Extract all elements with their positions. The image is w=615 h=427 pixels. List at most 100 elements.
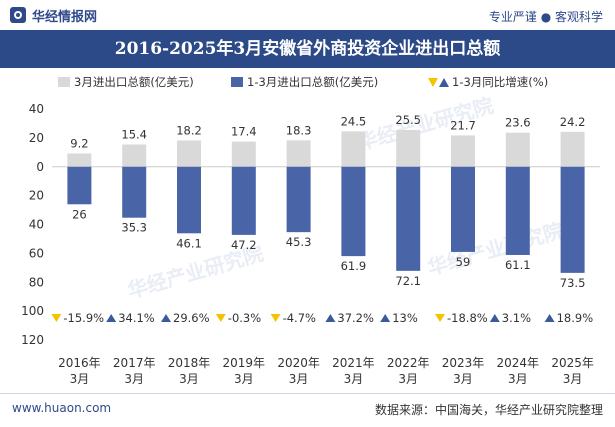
data-label-cumulative: 47.2 (231, 238, 257, 252)
slogan: 专业严谨 ● 客观科学 (488, 10, 603, 24)
data-label-march: 15.4 (121, 128, 147, 142)
title-band (0, 30, 615, 68)
growth-label: 18.9% (557, 311, 594, 325)
data-label-cumulative: 45.3 (286, 235, 312, 249)
bar-march (177, 140, 201, 167)
bar-march (505, 132, 530, 167)
bar-cumulative (341, 166, 366, 257)
x-tick-label-line: 2023年 (442, 356, 485, 370)
logo: 华经情报网 (10, 6, 98, 25)
data-label-cumulative: 61.1 (505, 258, 531, 272)
logo-icon (10, 7, 26, 23)
growth-label: 13% (392, 311, 418, 325)
data-label-march: 24.2 (560, 115, 586, 129)
y-tick-label: 40 (29, 102, 44, 116)
bar-cumulative (560, 166, 585, 273)
y-tick-label: 0 (36, 160, 44, 174)
x-tick-label-line: 3月 (179, 372, 199, 386)
legend-label-cumulative: 1-3月进出口总额(亿美元) (247, 75, 379, 89)
legend-item-cumulative: 1-3月进出口总额(亿美元) (231, 74, 378, 90)
data-label-march: 25.5 (395, 113, 421, 127)
y-tick-label: 20 (29, 189, 44, 203)
growth-label: -4.7% (283, 311, 316, 325)
bar-cumulative (505, 166, 530, 255)
data-label-cumulative: 35.3 (121, 221, 147, 235)
bar-march (396, 129, 421, 167)
x-tick-label-line: 2025年 (551, 356, 594, 370)
x-tick-label-line: 2024年 (497, 356, 540, 370)
watermark-text: 华经产业研究院 (425, 218, 566, 280)
x-tick-label-line: 3月 (70, 372, 90, 386)
y-tick-label: 40 (29, 218, 44, 232)
data-label-cumulative: 73.5 (560, 276, 586, 290)
bar-cumulative (67, 166, 92, 205)
data-label-cumulative: 26 (72, 207, 87, 221)
logo-text: 华经情报网 (32, 9, 98, 25)
x-tick-label: 2018年 3月 (168, 356, 211, 386)
bar-march (451, 135, 475, 167)
x-tick-label-line: 3月 (234, 372, 254, 386)
bar-cumulative (451, 166, 475, 252)
growth-label: -15.9% (63, 311, 104, 325)
data-label-march: 9.2 (70, 136, 88, 150)
legend: 3月进出口总额(亿美元) 1-3月进出口总额(亿美元) 1-3月同比增速(%) (0, 74, 615, 94)
y-tick-label: 80 (29, 275, 44, 289)
x-tick-label: 2020年 3月 (277, 356, 320, 386)
data-label-march: 17.4 (231, 125, 257, 139)
x-tick-label-line: 2021年 (332, 356, 375, 370)
growth-label: 37.2% (337, 311, 374, 325)
chart-title: 2016-2025年3月安徽省外商投资企业进出口总额 (114, 39, 501, 59)
x-tick-label: 2023年 3月 (442, 356, 485, 386)
x-tick-label-line: 3月 (508, 372, 528, 386)
growth-up-icon (325, 314, 336, 322)
bar-cumulative (177, 166, 201, 234)
growth-up-icon (106, 314, 117, 322)
data-label-march: 24.5 (341, 114, 367, 128)
growth-label: -0.3% (228, 311, 261, 325)
bar-march (286, 140, 311, 167)
data-label-march: 18.2 (176, 123, 202, 137)
growth-label: 29.6% (173, 311, 210, 325)
data-label-march: 23.6 (505, 116, 531, 130)
data-label-cumulative: 61.9 (341, 259, 367, 273)
x-tick-label-line: 3月 (453, 372, 473, 386)
bar-cumulative (396, 166, 421, 271)
bar-cumulative (286, 166, 311, 233)
x-tick-label-line: 3月 (563, 372, 583, 386)
chart-plot: 华经产业研究院华经产业研究院华经产业研究院4020020406080100120… (21, 96, 600, 386)
x-tick-label: 2019年 3月 (223, 356, 266, 386)
growth-down-icon (435, 314, 445, 322)
legend-label-march: 3月进出口总额(亿美元) (74, 75, 194, 89)
bar-march (122, 144, 147, 167)
data-label-cumulative: 46.1 (176, 236, 202, 250)
data-label-march: 21.7 (450, 118, 476, 132)
growth-down-icon (51, 314, 62, 322)
x-tick-label-line: 3月 (398, 372, 418, 386)
x-tick-label: 2021年 3月 (332, 356, 375, 386)
growth-label: -18.8% (447, 311, 488, 325)
growth-up-icon (489, 314, 500, 322)
legend-swatch-cumulative (231, 77, 243, 87)
x-tick-label-line: 2022年 (387, 356, 430, 370)
data-label-march: 18.3 (286, 123, 312, 137)
x-tick-label-line: 3月 (289, 372, 309, 386)
bar-march (231, 141, 256, 167)
x-tick-label: 2022年 3月 (387, 356, 430, 386)
data-label-cumulative: 59 (456, 255, 471, 269)
x-tick-label-line: 2018年 (168, 356, 211, 370)
x-tick-label: 2024年 3月 (497, 356, 540, 386)
legend-label-growth: 1-3月同比增速(%) (452, 75, 549, 89)
growth-up-icon (380, 314, 391, 322)
x-tick-label-line: 2019年 (223, 356, 266, 370)
top-bar: 华经情报网 专业严谨 ● 客观科学 (0, 0, 615, 30)
y-tick-label: 60 (29, 246, 44, 260)
x-tick-label: 2016年 3月 (58, 356, 101, 386)
bar-cumulative (231, 166, 256, 235)
x-tick-label-line: 2020年 (277, 356, 320, 370)
growth-down-icon (215, 314, 226, 322)
legend-swatch-march (58, 77, 70, 87)
growth-up-icon (544, 314, 555, 322)
legend-item-growth: 1-3月同比增速(%) (428, 74, 548, 90)
growth-up-icon (161, 314, 171, 322)
x-tick-label-line: 3月 (124, 372, 144, 386)
